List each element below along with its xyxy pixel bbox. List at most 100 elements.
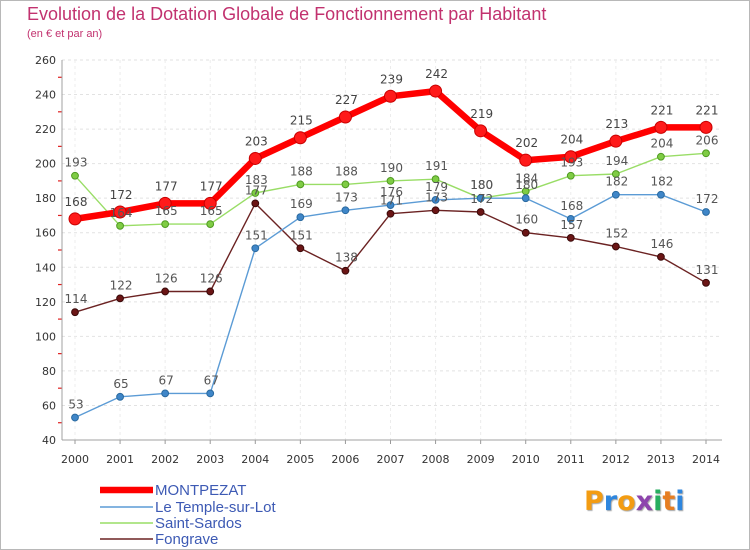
data-point [161,389,170,398]
data-label: 126 [155,271,178,285]
data-label: 182 [605,175,628,189]
data-label: 206 [696,133,719,147]
data-label: 146 [650,237,673,251]
data-point [429,84,443,98]
data-point [251,189,260,197]
data-point [206,389,215,398]
data-label: 172 [110,188,133,202]
x-tick-label: 2007 [377,453,405,466]
x-tick-label: 2008 [422,453,450,466]
data-point [476,208,485,216]
chart-title: Evolution de la Dotation Globale de Fonc… [27,4,547,24]
data-point [116,392,124,401]
data-label: 151 [245,228,268,242]
y-tick-label: 240 [35,89,56,102]
data-point [431,196,440,204]
data-label: 213 [605,117,628,131]
data-label: 171 [380,194,403,208]
legend-item: Fongrave [100,531,218,548]
data-label: 164 [110,206,133,220]
x-tick-label: 2011 [557,453,585,466]
data-point [384,89,397,103]
data-label: 180 [470,178,493,192]
data-labels: 114 122 126 126 177 151 138 171 173 172 160 157 152 1… [65,67,719,411]
data-label: 157 [560,218,583,232]
logo-letter: o [617,486,636,517]
data-point [699,120,713,134]
data-label: 65 [113,377,128,391]
data-point [71,308,79,317]
data-point [431,206,440,215]
data-label: 168 [65,195,88,209]
x-tick-label: 2001 [106,453,134,466]
data-label: 173 [335,190,358,204]
y-tick-label: 80 [42,365,56,378]
x-tick-label: 2002 [151,453,179,466]
data-point [386,201,395,209]
data-label: 180 [515,178,538,192]
y-tick-label: 260 [35,54,56,67]
data-point [161,220,170,228]
logo-letter: x [635,486,654,517]
legend-item: Saint-Sardos [100,515,242,532]
data-point [566,171,575,180]
data-point [206,287,215,296]
data-label: 114 [65,292,88,306]
data-label: 177 [155,179,178,193]
data-point [476,194,485,203]
data-point [68,212,82,226]
data-label: 204 [560,133,583,147]
data-label: 188 [335,164,358,178]
data-label: 242 [425,67,448,81]
logo-letter: i [675,486,685,517]
proxiti-logo: Proxiti [584,486,685,517]
data-point [657,253,665,261]
data-point [611,190,620,199]
x-tick-label: 2012 [602,453,630,466]
x-tick-label: 2009 [467,453,495,466]
data-point [341,206,350,215]
data-point [564,150,578,164]
data-point [566,215,575,223]
legend-item: MONTPEZAT [100,482,246,499]
data-label: 67 [204,373,219,387]
data-point [566,234,575,242]
data-point [386,177,395,185]
data-label: 184 [515,171,538,185]
data-point [657,190,665,199]
data-point [113,205,127,219]
logo-letter: i [653,486,663,517]
data-label: 67 [159,373,174,387]
data-point [611,242,620,251]
data-point [251,244,260,253]
data-label: 191 [425,159,448,173]
data-label: 180 [470,178,493,192]
data-point [474,124,488,138]
data-point [702,208,710,216]
data-label: 203 [245,134,268,148]
data-point [611,170,620,178]
data-label: 152 [605,227,628,241]
data-label: 177 [245,183,268,197]
y-tick-label: 220 [35,123,56,136]
series-markers [68,84,713,422]
data-label: 160 [515,213,538,227]
y-tick-label: 200 [35,158,56,171]
data-point [296,213,305,222]
data-label: 168 [560,199,583,213]
data-label: 188 [290,164,313,178]
data-label: 190 [380,161,403,175]
data-label: 165 [155,204,178,218]
x-tick-label: 2010 [512,453,540,466]
data-label: 215 [290,114,313,128]
data-label: 239 [380,72,403,86]
data-label: 183 [245,173,268,187]
data-point [71,413,79,422]
legend-item: Le Temple-sur-Lot [100,499,276,516]
data-label: 131 [696,263,719,277]
data-point [251,199,260,208]
data-point [702,278,710,287]
